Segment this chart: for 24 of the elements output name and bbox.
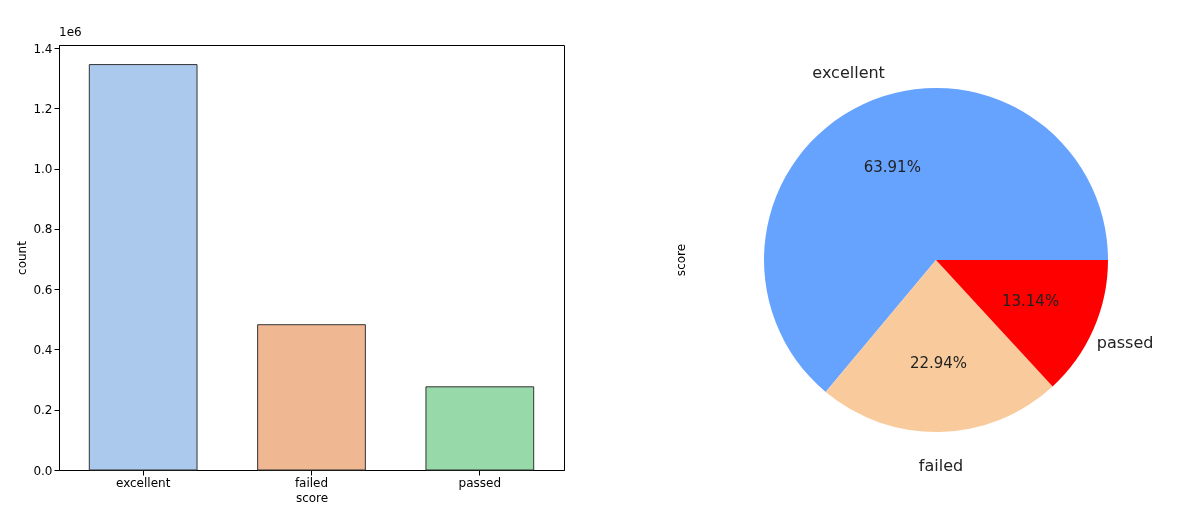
data-label: 13.14%	[1001, 292, 1060, 311]
y-tick-label: 0.6	[33, 282, 53, 297]
slice-label: failed	[918, 456, 964, 476]
x-tick-label: passed	[458, 475, 502, 490]
y-tick-label: 0.0	[33, 463, 53, 478]
y-tick-label: 1.2	[33, 101, 53, 116]
y-axis-title: count	[15, 240, 30, 275]
y-tick-label: 0.2	[33, 403, 53, 418]
x-tick-label: excellent	[115, 475, 171, 490]
y-tick-label: 1.4	[33, 41, 53, 56]
bar	[425, 386, 535, 471]
y-tick-label: 0.4	[33, 342, 53, 357]
y-tick-label: 1.0	[33, 162, 53, 177]
data-label: 63.91%	[863, 157, 921, 176]
bar	[257, 324, 366, 471]
y-tick-label: 0.8	[33, 222, 53, 237]
x-axis-title: score	[295, 490, 329, 505]
text: 1e6	[59, 25, 82, 39]
text: score	[674, 243, 688, 277]
slice-label: excellent	[812, 63, 885, 83]
slice-label: passed	[1096, 332, 1154, 352]
x-tick-label: failed	[294, 475, 329, 490]
data-label: 22.94%	[909, 354, 968, 373]
bar	[88, 64, 198, 471]
